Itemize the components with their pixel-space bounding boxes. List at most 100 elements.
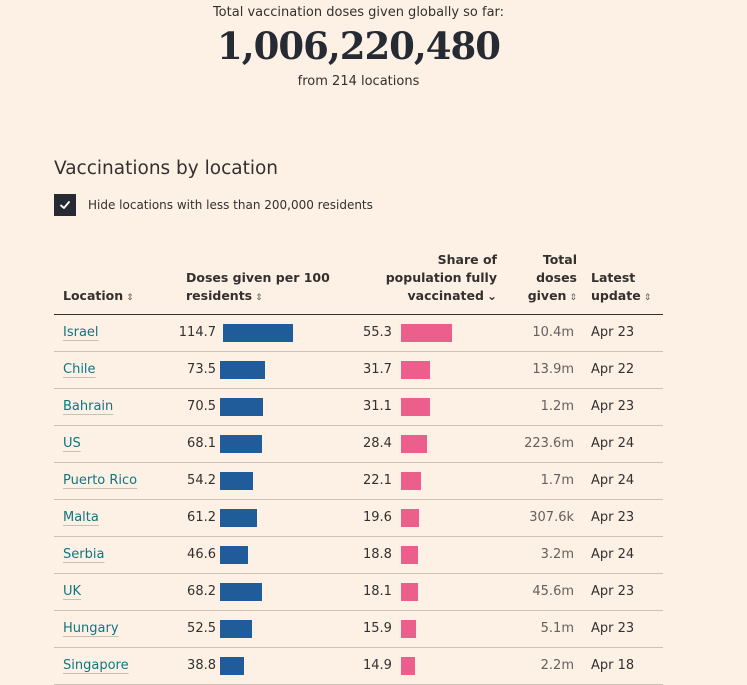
share-fully-vaccinated-value: 55.3 (363, 325, 392, 340)
share-fully-vaccinated-value: 31.7 (363, 362, 392, 377)
vaccination-table-body: Israel 114.7 55.3 10.4m Apr 23 Chile 73.5 31.7 1… (54, 315, 663, 685)
header-text: Latest (591, 270, 636, 285)
doses-per-100-value: 38.8 (187, 658, 216, 673)
location-link[interactable]: Hungary (63, 621, 119, 636)
location-link[interactable]: Bahrain (63, 399, 114, 414)
total-doses-value: 1.7m (540, 473, 574, 488)
total-doses-value: 45.6m (532, 584, 574, 599)
latest-update-value: Apr 22 (591, 362, 635, 377)
header-divider (54, 314, 663, 315)
header-text: Location (63, 288, 124, 303)
share-fully-vaccinated-bar (401, 324, 452, 342)
table-row: Singapore 38.8 14.9 2.2m Apr 18 (54, 648, 663, 685)
total-doses-value: 13.9m (532, 362, 574, 377)
table-row: Israel 114.7 55.3 10.4m Apr 23 (54, 315, 663, 352)
table-row: Chile 73.5 31.7 13.9m Apr 22 (54, 352, 663, 389)
header-text: given (527, 288, 567, 303)
share-fully-vaccinated-value: 19.6 (363, 510, 392, 525)
sort-icon: ⇕ (255, 293, 263, 303)
doses-per-100-value: 52.5 (187, 621, 216, 636)
share-fully-vaccinated-value: 15.9 (363, 621, 392, 636)
latest-update-value: Apr 23 (591, 325, 635, 340)
sort-icon: ⇕ (643, 293, 652, 303)
latest-update-value: Apr 23 (591, 399, 635, 414)
doses-per-100-value: 114.7 (178, 325, 216, 340)
location-link[interactable]: UK (63, 584, 82, 599)
sort-descending-icon: ⌄ (486, 289, 497, 303)
doses-per-100-bar (220, 657, 244, 675)
latest-update-value: Apr 24 (591, 436, 635, 451)
location-link[interactable]: Chile (63, 362, 96, 377)
total-doses-value: 3.2m (540, 547, 574, 562)
share-fully-vaccinated-bar (401, 472, 421, 490)
doses-per-100-value: 73.5 (187, 362, 216, 377)
doses-per-100-bar (220, 398, 263, 416)
share-fully-vaccinated-value: 14.9 (363, 658, 392, 673)
total-doses-value: 2.2m (540, 658, 574, 673)
doses-per-100-value: 68.2 (187, 584, 216, 599)
total-doses-value: 1.2m (540, 399, 574, 414)
section-title: Vaccinations by location (54, 158, 279, 179)
doses-per-100-bar (220, 546, 248, 564)
column-header-doses-per-100[interactable]: Doses given per 100 residents ⇕ (186, 269, 336, 307)
table-row: Hungary 52.5 15.9 5.1m Apr 23 (54, 611, 663, 648)
share-fully-vaccinated-bar (401, 620, 416, 638)
doses-per-100-bar (220, 620, 252, 638)
location-link[interactable]: Malta (63, 510, 99, 525)
doses-per-100-bar (220, 435, 262, 453)
table-row: Puerto Rico 54.2 22.1 1.7m Apr 24 (54, 463, 663, 500)
sort-icon: ⇕ (126, 293, 134, 303)
latest-update-value: Apr 23 (591, 510, 635, 525)
checkmark-icon (60, 201, 70, 209)
header-text: Doses given per 100 (186, 270, 330, 285)
doses-per-100-bar (220, 472, 253, 490)
share-fully-vaccinated-bar (401, 398, 430, 416)
latest-update-value: Apr 18 (591, 658, 635, 673)
column-header-share-fully-vaccinated[interactable]: Share of population fully vaccinated ⌄ (370, 251, 497, 305)
header-text: Total (542, 252, 577, 267)
location-link[interactable]: Serbia (63, 547, 105, 562)
doses-per-100-bar (220, 361, 265, 379)
location-link[interactable]: Puerto Rico (63, 473, 138, 488)
latest-update-value: Apr 24 (591, 473, 635, 488)
table-row: Bahrain 70.5 31.1 1.2m Apr 23 (54, 389, 663, 426)
doses-per-100-value: 54.2 (187, 473, 216, 488)
share-fully-vaccinated-bar (401, 361, 430, 379)
latest-update-value: Apr 24 (591, 547, 635, 562)
hide-small-locations-label[interactable]: Hide locations with less than 200,000 re… (88, 198, 373, 212)
share-fully-vaccinated-bar (401, 546, 418, 564)
total-doses-value: 5.1m (540, 621, 574, 636)
location-link[interactable]: Israel (63, 325, 99, 340)
header-text: Share of (437, 252, 497, 267)
column-header-location[interactable]: Location ⇕ (63, 287, 134, 307)
doses-per-100-bar (220, 509, 257, 527)
share-fully-vaccinated-value: 22.1 (363, 473, 392, 488)
column-header-total-doses[interactable]: Total doses given ⇕ (520, 251, 577, 307)
header-text: residents (186, 288, 253, 303)
latest-update-value: Apr 23 (591, 584, 635, 599)
share-fully-vaccinated-value: 28.4 (363, 436, 392, 451)
doses-per-100-value: 61.2 (187, 510, 216, 525)
table-row: US 68.1 28.4 223.6m Apr 24 (54, 426, 663, 463)
share-fully-vaccinated-bar (401, 435, 427, 453)
doses-per-100-value: 68.1 (187, 436, 216, 451)
locations-count: from 214 locations (297, 74, 420, 89)
header-text: population fully (385, 270, 497, 285)
table-row: UK 68.2 18.1 45.6m Apr 23 (54, 574, 663, 611)
share-fully-vaccinated-bar (401, 657, 415, 675)
doses-per-100-value: 70.5 (187, 399, 216, 414)
location-link[interactable]: Singapore (63, 658, 129, 673)
total-doses-value: 223.6m (524, 436, 574, 451)
global-total-label: Total vaccination doses given globally s… (212, 5, 505, 20)
hide-small-locations-checkbox[interactable] (54, 194, 76, 216)
column-header-latest-update[interactable]: Latest update ⇕ (591, 269, 661, 307)
share-fully-vaccinated-bar (401, 509, 419, 527)
sort-icon: ⇕ (569, 293, 577, 303)
share-fully-vaccinated-bar (401, 583, 418, 601)
table-row: Malta 61.2 19.6 307.6k Apr 23 (54, 500, 663, 537)
header-text: vaccinated (407, 288, 484, 303)
latest-update-value: Apr 23 (591, 621, 635, 636)
total-doses-value: 10.4m (532, 325, 574, 340)
location-link[interactable]: US (63, 436, 81, 451)
table-row: Serbia 46.6 18.8 3.2m Apr 24 (54, 537, 663, 574)
